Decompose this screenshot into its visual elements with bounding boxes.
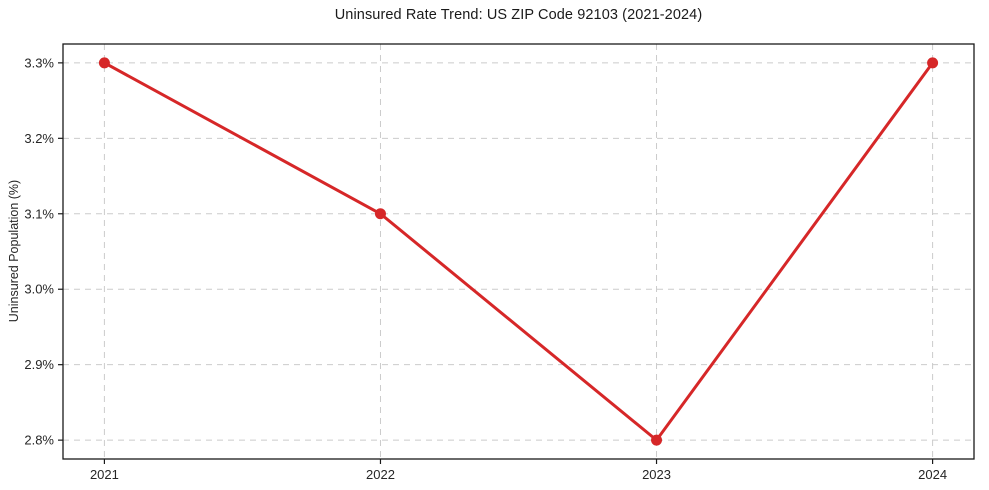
x-tick-label: 2021 — [90, 467, 119, 482]
x-tick-label: 2023 — [642, 467, 671, 482]
y-axis-label: Uninsured Population (%) — [7, 179, 21, 323]
data-point-marker — [98, 57, 110, 69]
data-point-marker — [927, 57, 939, 69]
plot-border — [62, 43, 975, 460]
chart-title: Uninsured Rate Trend: US ZIP Code 92103 … — [334, 7, 703, 23]
x-tick-label: 2024 — [918, 467, 947, 482]
y-tick-label: 3.3% — [24, 55, 54, 70]
y-tick-label: 3.1% — [24, 206, 54, 221]
data-point-marker — [374, 208, 386, 220]
y-tick-label: 2.8% — [24, 433, 54, 448]
y-tick-label: 3.0% — [24, 282, 54, 297]
data-point-marker — [651, 434, 663, 446]
y-tick-label: 2.9% — [24, 357, 54, 372]
x-tick-label: 2022 — [366, 467, 395, 482]
trend-line — [102, 61, 935, 442]
y-tick-label: 3.2% — [24, 131, 54, 146]
plot-area — [63, 44, 974, 459]
